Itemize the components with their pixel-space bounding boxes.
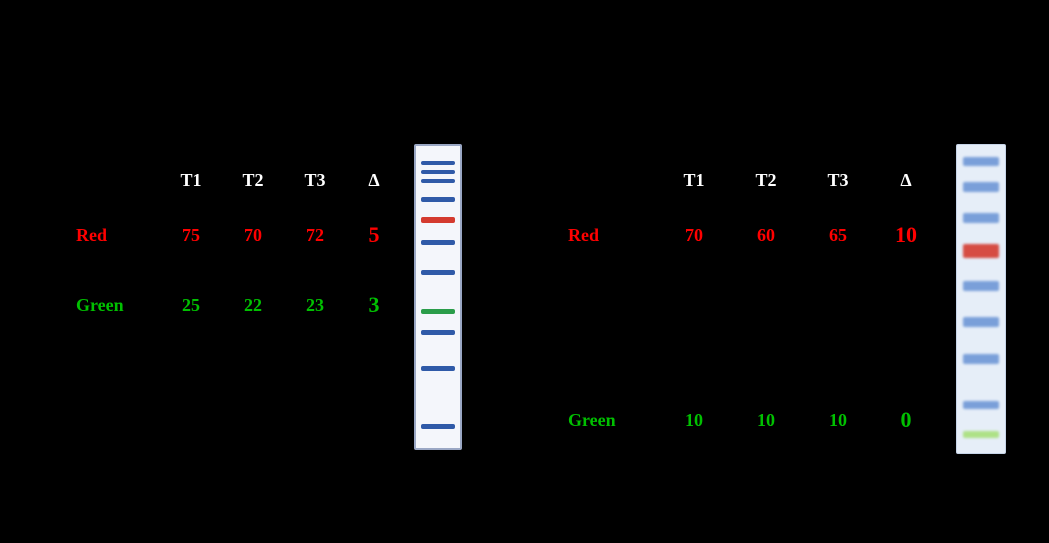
panel-a-cell-0-1: 70 xyxy=(222,200,284,270)
panel-b-cell-0-2: 65 xyxy=(802,200,874,270)
panel-a-col-header-2: T2 xyxy=(222,160,284,200)
panel-a-ladder-band-8 xyxy=(421,330,454,335)
panel-b-table: T1T2T3ΔRed70606510Green1010100 xyxy=(562,160,938,440)
panel-a-ladder-band-3 xyxy=(421,197,454,202)
panel-a-cell-0-2: 72 xyxy=(284,200,346,270)
panel-a-row-label-0: Red xyxy=(70,200,160,270)
panel-b-col-header-4: Δ xyxy=(874,160,938,200)
panel-b-ladder-band-5 xyxy=(963,317,999,327)
panel-b-row-red: Red70606510 xyxy=(562,200,938,270)
panel-b-cell-2-3: 0 xyxy=(874,400,938,440)
panel-a-ladder-band-7 xyxy=(421,309,454,314)
panel-b-col-header-3: T3 xyxy=(802,160,874,200)
panel-a-col-header-0 xyxy=(70,160,160,200)
panel-b-row-label-2: Green xyxy=(562,400,658,440)
panel-a-ladder-band-1 xyxy=(421,170,454,174)
panel-b-ladder xyxy=(956,144,1006,454)
panel-b-row-label-0: Red xyxy=(562,200,658,270)
panel-a-ladder-band-10 xyxy=(421,424,454,429)
panel-a-cell-0-3: 5 xyxy=(346,200,402,270)
panel-a-row-red: Red7570725 xyxy=(70,200,402,270)
panel-b-row-green: Green1010100 xyxy=(562,400,938,440)
panel-b-ladder-lane xyxy=(957,145,1005,453)
panel-b-cell-1-0 xyxy=(658,270,730,400)
panel-b-col-header-0 xyxy=(562,160,658,200)
panel-b-row-spacer xyxy=(562,270,938,400)
panel-a-ladder-band-0 xyxy=(421,161,454,165)
panel-b-col-header-2: T2 xyxy=(730,160,802,200)
panel-a-ladder-lane xyxy=(416,146,460,448)
panel-b-cell-2-1: 10 xyxy=(730,400,802,440)
panel-b-col-header-1: T1 xyxy=(658,160,730,200)
panel-a-col-header-1: T1 xyxy=(160,160,222,200)
panel-a-ladder-band-5 xyxy=(421,240,454,245)
panel-b-ladder-band-0 xyxy=(963,157,999,166)
panel-a-ladder-band-9 xyxy=(421,366,454,371)
panel-a-ladder-band-4 xyxy=(421,217,454,223)
panel-a-row-green: Green2522233 xyxy=(70,270,402,340)
panel-b-cell-0-1: 60 xyxy=(730,200,802,270)
panel-b-ladder-band-6 xyxy=(963,354,999,364)
panel-a-col-header-4: Δ xyxy=(346,160,402,200)
panel-b-cell-1-1 xyxy=(730,270,802,400)
panel-a-cell-0-0: 75 xyxy=(160,200,222,270)
panel-b-cell-2-2: 10 xyxy=(802,400,874,440)
panel-a-cell-1-2: 23 xyxy=(284,270,346,340)
panel-b-ladder-band-7 xyxy=(963,401,999,409)
panel-a-ladder-band-2 xyxy=(421,179,454,183)
panel-b-cell-0-0: 70 xyxy=(658,200,730,270)
panel-a-cell-1-1: 22 xyxy=(222,270,284,340)
panel-a-col-header-3: T3 xyxy=(284,160,346,200)
panel-a-ladder xyxy=(414,144,462,450)
panel-a-ladder-band-6 xyxy=(421,270,454,275)
panel-b-cell-1-2 xyxy=(802,270,874,400)
panel-b-ladder-band-1 xyxy=(963,182,999,192)
panel-b-cell-2-0: 10 xyxy=(658,400,730,440)
panel-b-ladder-band-4 xyxy=(963,281,999,291)
panel-a-cell-1-0: 25 xyxy=(160,270,222,340)
panel-b-row-label-1 xyxy=(562,270,658,400)
panel-a-cell-1-3: 3 xyxy=(346,270,402,340)
panel-b-ladder-band-2 xyxy=(963,213,999,223)
panel-b-cell-1-3 xyxy=(874,270,938,400)
panel-b-ladder-band-3 xyxy=(963,244,999,258)
panel-a-row-label-1: Green xyxy=(70,270,160,340)
panel-b-cell-0-3: 10 xyxy=(874,200,938,270)
panel-b-ladder-band-8 xyxy=(963,431,999,438)
panel-a-table: T1T2T3ΔRed7570725Green2522233 xyxy=(70,160,402,340)
